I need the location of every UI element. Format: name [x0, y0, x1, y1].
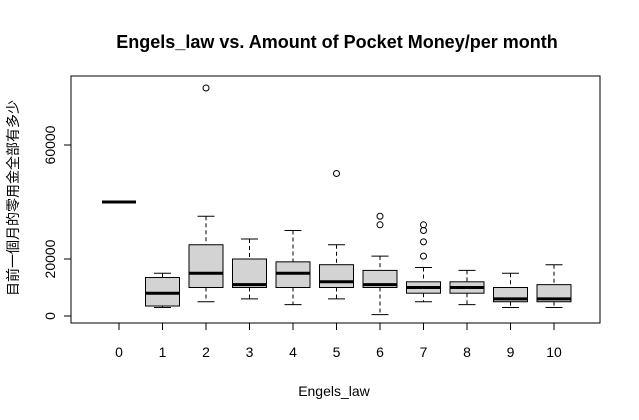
box-rect [319, 264, 354, 289]
y-tick-label: 60000 [42, 125, 58, 164]
outlier-point [202, 84, 210, 92]
outlier-point [420, 227, 427, 234]
x-axis-label: Engels_law [298, 383, 370, 399]
y-axis: 0 20000 60000 [42, 125, 72, 320]
box-rect [188, 244, 224, 288]
outlier-point [333, 170, 340, 177]
box-4 [275, 230, 311, 306]
x-tick-label: 2 [202, 344, 210, 360]
box-1 [145, 272, 180, 308]
outlier-point [420, 238, 427, 246]
x-tick-label: 3 [246, 344, 254, 360]
outlier-point [420, 252, 427, 260]
x-tick-label: 8 [463, 344, 471, 360]
box-5 [319, 170, 354, 300]
box-9 [493, 272, 528, 308]
x-tick-label: 10 [546, 344, 562, 360]
y-tick-label: 0 [42, 312, 58, 320]
box-7 [406, 221, 441, 303]
x-tick-label: 6 [376, 344, 384, 360]
x-tick-label: 7 [420, 344, 428, 360]
x-tick-label: 1 [159, 344, 167, 360]
box-rect [232, 258, 267, 288]
x-tick-label: 0 [115, 344, 123, 360]
chart-title: Engels_law vs. Amount of Pocket Money/pe… [116, 32, 557, 52]
x-tick-label: 5 [333, 344, 341, 360]
y-tick-label: 20000 [42, 239, 58, 278]
box-series [102, 84, 572, 316]
outlier-point [376, 212, 384, 220]
box-8 [449, 269, 485, 306]
box-3 [232, 238, 267, 300]
x-axis: 0 1 2 3 4 5 6 7 8 9 10 [115, 322, 562, 360]
x-tick-label: 4 [289, 344, 297, 360]
box-2 [188, 84, 224, 303]
outlier-point [420, 221, 427, 229]
y-axis-label: 目前一個月的零用金全部有多少 [5, 100, 21, 296]
outlier-point [376, 221, 384, 229]
box-10 [536, 264, 572, 308]
box-6 [362, 212, 398, 316]
x-tick-label: 9 [507, 344, 515, 360]
